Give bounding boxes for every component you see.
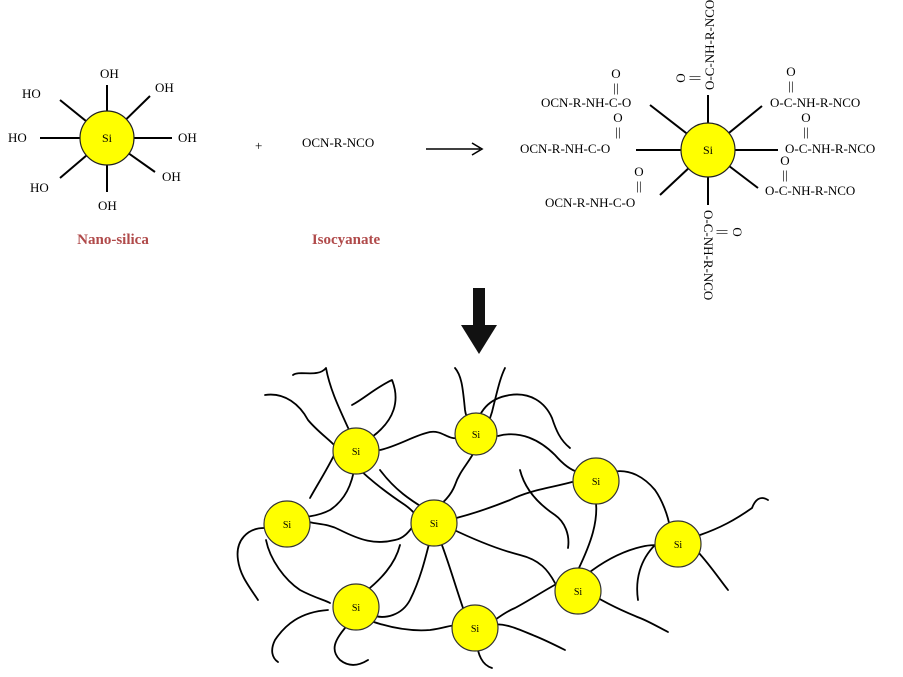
- hydroxyl-label: HO: [22, 86, 41, 101]
- hydroxyl-label: HO: [30, 180, 49, 195]
- double-bond: ||: [716, 229, 731, 234]
- network-silica-particle: [332, 427, 380, 475]
- particle-label: Si: [352, 447, 361, 458]
- hydroxyl-label: OH: [155, 80, 174, 95]
- silica-particle: [680, 122, 736, 178]
- network-silica-particle: [554, 567, 602, 615]
- double-bond: ||: [613, 80, 618, 95]
- nano-silica-caption: Nano-silica: [77, 232, 149, 248]
- network-silica-particle: [263, 500, 311, 548]
- carbonyl-oxygen: O: [613, 110, 622, 125]
- polymer-network: [236, 367, 769, 669]
- nano-silica-molecule: Si OH OH HO HO OH HO OH OH: [8, 66, 197, 213]
- urethane-group-label: O-C-NH-R-NCO: [770, 95, 860, 110]
- urethane-group-label: O-C-NH-R-NCO: [701, 210, 716, 300]
- network-silica-particle: [454, 412, 498, 456]
- network-silica-particle: [654, 520, 702, 568]
- double-bond: ||: [782, 167, 787, 182]
- carbonyl-oxygen: O: [786, 64, 795, 79]
- carbonyl-oxygen: O: [673, 73, 688, 82]
- network-silica-particle: [572, 457, 620, 505]
- urethane-group-label: OCN-R-NH-C-O: [545, 195, 635, 210]
- carbonyl-oxygen: O: [730, 227, 745, 236]
- double-bond: ||: [803, 124, 808, 139]
- silica-core-label: Si: [703, 143, 714, 157]
- double-bond: ||: [788, 78, 793, 93]
- hydroxyl-label: HO: [8, 130, 27, 145]
- carbonyl-oxygen: O: [611, 66, 620, 81]
- silica-particle: [79, 110, 135, 166]
- network-silica-particle: [410, 499, 458, 547]
- urethane-group-label: O-C-NH-R-NCO: [702, 0, 717, 90]
- carbonyl-oxygen: O: [634, 164, 643, 179]
- particle-label: Si: [574, 587, 583, 598]
- hydroxyl-label: OH: [100, 66, 119, 81]
- reaction-arrow: [426, 142, 484, 156]
- hydroxyl-label: OH: [98, 198, 117, 213]
- urethane-group-label: OCN-R-NH-C-O: [541, 95, 631, 110]
- particle-label: Si: [430, 519, 439, 530]
- network-silica-particle: [451, 604, 499, 652]
- double-bond: ||: [636, 178, 641, 193]
- double-bond: ||: [686, 75, 701, 80]
- network-particles: Si Si Si Si Si Si Si Si Si: [263, 412, 702, 652]
- hydroxyl-label: OH: [178, 130, 197, 145]
- urethane-group-label: O-C-NH-R-NCO: [785, 141, 875, 156]
- carbonyl-oxygen: O: [801, 110, 810, 125]
- particle-label: Si: [674, 540, 683, 551]
- double-bond: ||: [615, 124, 620, 139]
- isocyanate-caption: Isocyanate: [312, 232, 381, 248]
- particle-label: Si: [471, 624, 480, 635]
- down-arrow: [461, 288, 497, 354]
- hydroxyl-label: OH: [162, 169, 181, 184]
- network-silica-particle: [332, 583, 380, 631]
- particle-label: Si: [352, 603, 361, 614]
- particle-label: Si: [283, 520, 292, 531]
- plus-sign: +: [255, 138, 262, 153]
- functionalized-silica-molecule: Si OCN-R-NH-C-O O || OCN-R-NH-C-O O || O…: [520, 0, 875, 300]
- particle-label: Si: [472, 430, 481, 441]
- silica-core-label: Si: [102, 131, 113, 145]
- particle-label: Si: [592, 477, 601, 488]
- carbonyl-oxygen: O: [780, 153, 789, 168]
- urethane-group-label: OCN-R-NH-C-O: [520, 141, 610, 156]
- isocyanate-formula: OCN-R-NCO: [302, 135, 374, 150]
- urethane-group-label: O-C-NH-R-NCO: [765, 183, 855, 198]
